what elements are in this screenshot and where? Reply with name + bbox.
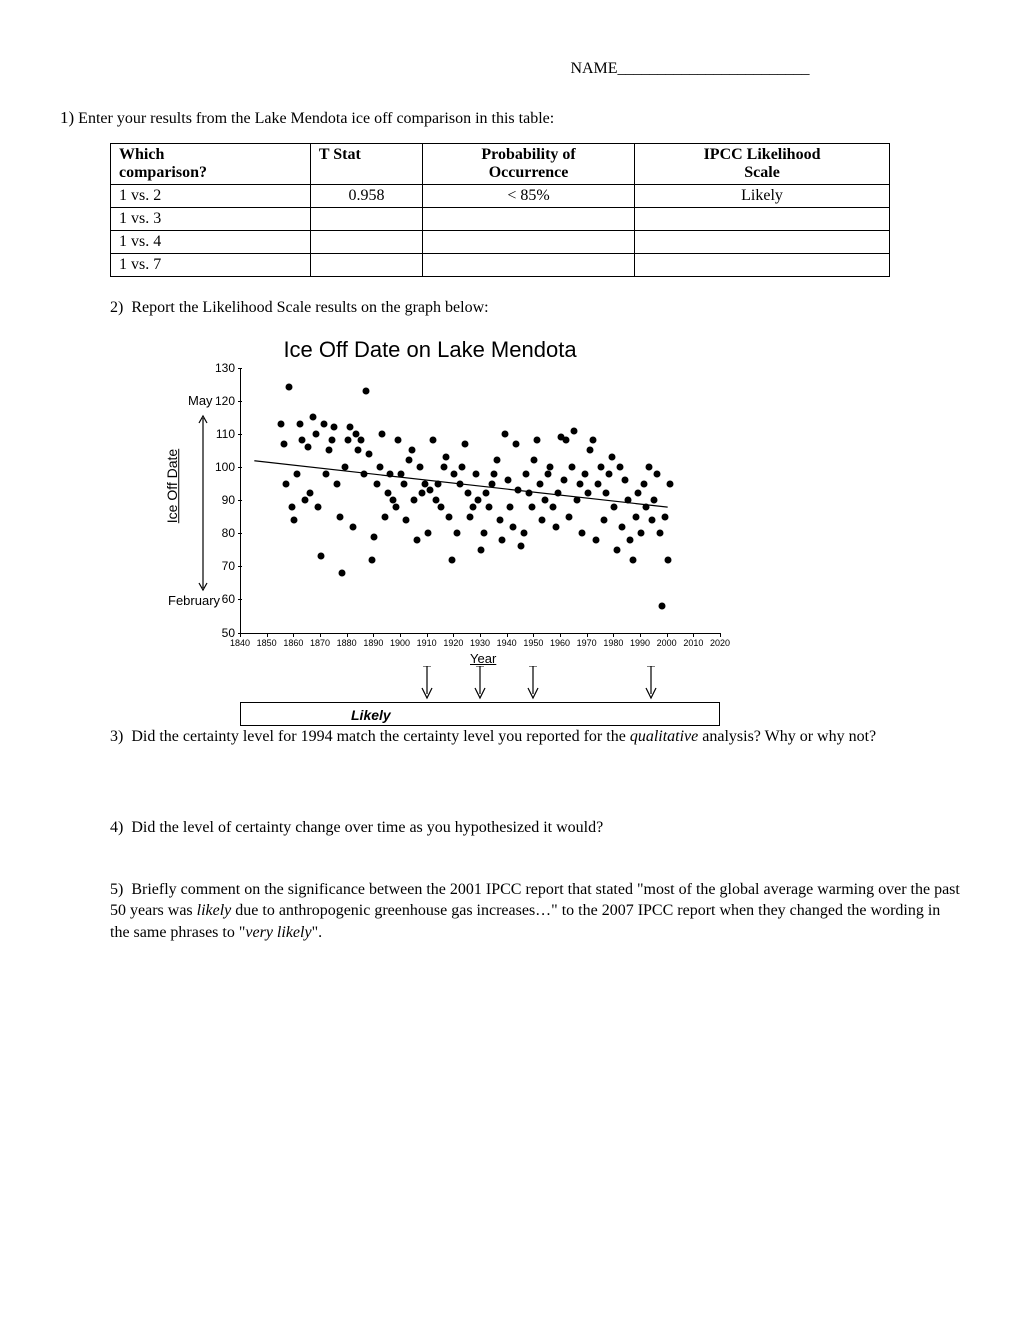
x-tick-label: 2000 bbox=[657, 638, 677, 648]
question-4: 4) Did the level of certainty change ove… bbox=[110, 817, 960, 839]
y-tick-label: 110 bbox=[200, 427, 235, 441]
q1-text: Enter your results from the Lake Mendota… bbox=[78, 110, 554, 127]
x-tick-label: 1940 bbox=[497, 638, 517, 648]
name-field: NAME________________________ bbox=[60, 60, 960, 78]
question-2: 2) Report the Likelihood Scale results o… bbox=[110, 297, 960, 319]
chart-title: Ice Off Date on Lake Mendota bbox=[110, 337, 680, 363]
cell-scale: Likely bbox=[635, 185, 890, 208]
plot-area: Ice Off Date May February Year Likely 50… bbox=[200, 368, 680, 678]
col-comparison: Whichcomparison? bbox=[111, 144, 311, 185]
y-tick-label: 70 bbox=[200, 559, 235, 573]
q3-text-b: analysis? Why or why not? bbox=[698, 728, 876, 745]
chart-container: Ice Off Date on Lake Mendota Ice Off Dat… bbox=[110, 337, 680, 678]
x-tick-label: 1860 bbox=[283, 638, 303, 648]
down-arrow-icon bbox=[473, 666, 487, 701]
q3-prefix: 3) bbox=[110, 728, 123, 745]
cell-tstat bbox=[310, 208, 422, 231]
x-tick-label: 1930 bbox=[470, 638, 490, 648]
cell-prob bbox=[423, 231, 635, 254]
y-tick-label: 120 bbox=[200, 394, 235, 408]
x-tick-label: 2010 bbox=[683, 638, 703, 648]
x-tick-label: 1990 bbox=[630, 638, 650, 648]
q3-text-a: Did the certainty level for 1994 match t… bbox=[131, 728, 629, 745]
table-row: 1 vs. 7 bbox=[111, 254, 890, 277]
question-5: 5) Briefly comment on the significance b… bbox=[110, 879, 960, 944]
y-tick-label: 90 bbox=[200, 493, 235, 507]
cell-prob bbox=[423, 208, 635, 231]
x-tick-label: 1960 bbox=[550, 638, 570, 648]
q5-text-c: ". bbox=[312, 924, 323, 941]
table-row: 1 vs. 3 bbox=[111, 208, 890, 231]
q5-italic1: likely bbox=[197, 902, 232, 919]
cell-scale bbox=[635, 208, 890, 231]
col-tstat: T Stat bbox=[310, 144, 422, 185]
cell-comparison: 1 vs. 4 bbox=[111, 231, 311, 254]
cell-tstat bbox=[310, 254, 422, 277]
q2-text: Report the Likelihood Scale results on t… bbox=[131, 299, 488, 316]
x-tick-label: 1970 bbox=[577, 638, 597, 648]
cell-comparison: 1 vs. 2 bbox=[111, 185, 311, 208]
results-table: Whichcomparison? T Stat Probability ofOc… bbox=[110, 143, 890, 277]
x-axis-label: Year bbox=[470, 651, 496, 666]
y-axis-label: Ice Off Date bbox=[164, 448, 180, 522]
q2-prefix: 2) bbox=[110, 299, 123, 316]
down-arrow-icon bbox=[420, 666, 434, 701]
down-arrow-icon bbox=[526, 666, 540, 701]
likely-label: Likely bbox=[351, 707, 391, 723]
x-tick-label: 1880 bbox=[337, 638, 357, 648]
y-tick-label: 80 bbox=[200, 526, 235, 540]
col-ipcc-scale: IPCC LikelihoodScale bbox=[635, 144, 890, 185]
x-tick-label: 1840 bbox=[230, 638, 250, 648]
q5-prefix: 5) bbox=[110, 881, 123, 898]
q4-prefix: 4) bbox=[110, 819, 123, 836]
cell-tstat: 0.958 bbox=[310, 185, 422, 208]
cell-prob: < 85% bbox=[423, 185, 635, 208]
x-tick-label: 1910 bbox=[417, 638, 437, 648]
likely-box: Likely bbox=[240, 702, 720, 726]
question-3: 3) Did the certainty level for 1994 matc… bbox=[110, 726, 960, 748]
y-tick-label: 60 bbox=[200, 592, 235, 606]
x-tick-label: 1950 bbox=[523, 638, 543, 648]
cell-tstat bbox=[310, 231, 422, 254]
q4-text: Did the level of certainty change over t… bbox=[131, 819, 603, 836]
question-1: 1) Enter your results from the Lake Mend… bbox=[60, 108, 960, 128]
cell-prob bbox=[423, 254, 635, 277]
down-arrow-icon bbox=[644, 666, 658, 701]
x-tick-label: 1920 bbox=[443, 638, 463, 648]
y-tick-label: 130 bbox=[200, 361, 235, 375]
x-tick-label: 1850 bbox=[257, 638, 277, 648]
name-blank: ________________________ bbox=[618, 60, 810, 77]
cell-scale bbox=[635, 231, 890, 254]
cell-comparison: 1 vs. 3 bbox=[111, 208, 311, 231]
table-header-row: Whichcomparison? T Stat Probability ofOc… bbox=[111, 144, 890, 185]
q5-italic2: very likely bbox=[245, 924, 311, 941]
cell-scale bbox=[635, 254, 890, 277]
x-tick-label: 1870 bbox=[310, 638, 330, 648]
trend-line bbox=[241, 368, 721, 633]
x-tick-label: 1900 bbox=[390, 638, 410, 648]
y-tick-label: 100 bbox=[200, 460, 235, 474]
cell-comparison: 1 vs. 7 bbox=[111, 254, 311, 277]
table-row: 1 vs. 4 bbox=[111, 231, 890, 254]
table-row: 1 vs. 20.958< 85%Likely bbox=[111, 185, 890, 208]
plot-box bbox=[240, 368, 721, 634]
q1-prefix: 1) bbox=[60, 108, 74, 127]
name-label: NAME bbox=[570, 60, 617, 77]
col-probability: Probability ofOccurrence bbox=[423, 144, 635, 185]
q3-italic: qualitative bbox=[630, 728, 698, 745]
x-tick-label: 2020 bbox=[710, 638, 730, 648]
x-tick-label: 1980 bbox=[603, 638, 623, 648]
x-tick-label: 1890 bbox=[363, 638, 383, 648]
q5-text-b: due to anthropogenic greenhouse gas incr… bbox=[110, 902, 940, 941]
